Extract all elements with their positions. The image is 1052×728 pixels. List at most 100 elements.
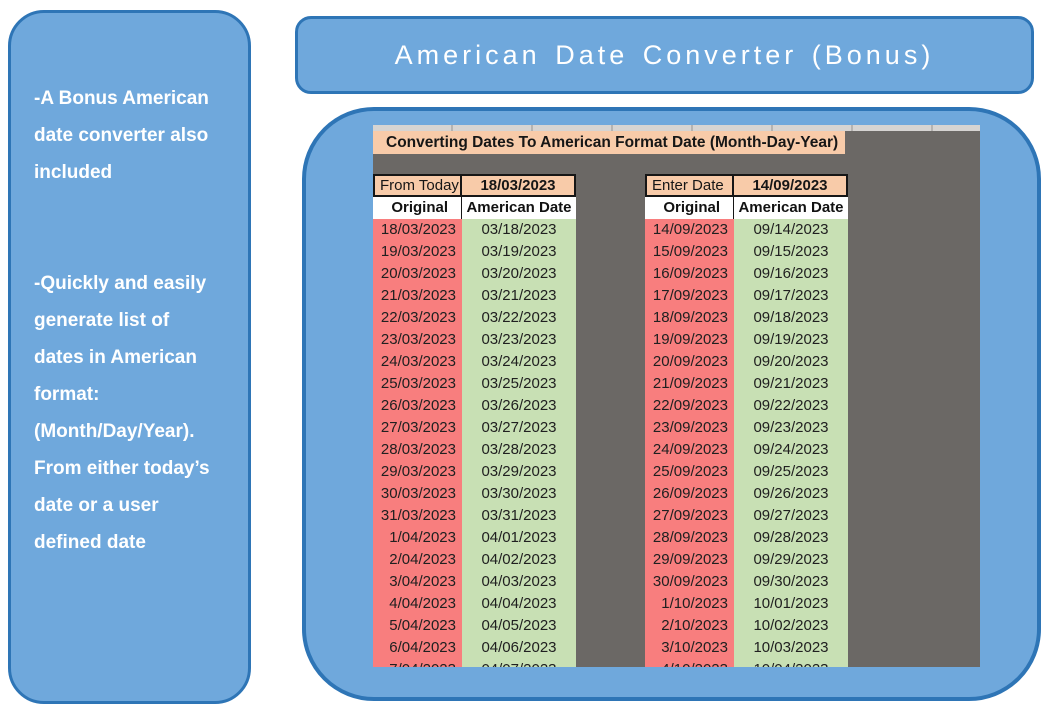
table-row: 14/09/2023 09/14/2023 — [645, 219, 848, 241]
table-row: 31/03/2023 03/31/2023 — [373, 505, 576, 527]
table-row: 25/03/2023 03/25/2023 — [373, 373, 576, 395]
original-date-cell: 2/04/2023 — [373, 549, 462, 571]
american-date-cell: 03/23/2023 — [462, 329, 576, 351]
original-date-cell: 25/03/2023 — [373, 373, 462, 395]
original-date-cell: 18/09/2023 — [645, 307, 734, 329]
original-date-cell: 31/03/2023 — [373, 505, 462, 527]
table-row: 18/03/2023 03/18/2023 — [373, 219, 576, 241]
original-date-cell: 17/09/2023 — [645, 285, 734, 307]
table-row: 3/04/2023 04/03/2023 — [373, 571, 576, 593]
table-row: 19/09/2023 09/19/2023 — [645, 329, 848, 351]
american-date-cell: 03/29/2023 — [462, 461, 576, 483]
original-date-cell: 21/03/2023 — [373, 285, 462, 307]
original-date-cell: 24/09/2023 — [645, 439, 734, 461]
american-date-cell: 09/23/2023 — [734, 417, 848, 439]
enter-date-label: Enter Date — [647, 176, 734, 195]
table-row: 24/03/2023 03/24/2023 — [373, 351, 576, 373]
original-date-cell: 27/09/2023 — [645, 505, 734, 527]
original-date-cell: 7/04/2023 — [373, 659, 462, 667]
original-date-cell: 1/10/2023 — [645, 593, 734, 615]
enter-date-date-value[interactable]: 14/09/2023 — [752, 177, 828, 194]
american-date-cell: 03/21/2023 — [462, 285, 576, 307]
table-row: 26/09/2023 09/26/2023 — [645, 483, 848, 505]
american-date-cell: 10/02/2023 — [734, 615, 848, 637]
original-date-cell: 4/04/2023 — [373, 593, 462, 615]
spreadsheet-screenshot: Converting Dates To American Format Date… — [373, 125, 980, 667]
column-header-strip — [373, 125, 980, 131]
american-date-cell: 09/30/2023 — [734, 571, 848, 593]
original-date-cell: 5/04/2023 — [373, 615, 462, 637]
table-row: 24/09/2023 09/24/2023 — [645, 439, 848, 461]
american-date-cell: 09/19/2023 — [734, 329, 848, 351]
enter-date-column-headers: Original American Date — [645, 197, 848, 219]
table-row: 21/09/2023 09/21/2023 — [645, 373, 848, 395]
table-row: 20/03/2023 03/20/2023 — [373, 263, 576, 285]
table-row: 27/09/2023 09/27/2023 — [645, 505, 848, 527]
american-date-cell: 03/20/2023 — [462, 263, 576, 285]
original-date-cell: 2/10/2023 — [645, 615, 734, 637]
american-date-cell: 04/01/2023 — [462, 527, 576, 549]
american-date-cell: 09/16/2023 — [734, 263, 848, 285]
american-date-cell: 09/26/2023 — [734, 483, 848, 505]
original-date-cell: 18/03/2023 — [373, 219, 462, 241]
american-date-cell: 09/14/2023 — [734, 219, 848, 241]
american-date-cell: 09/22/2023 — [734, 395, 848, 417]
original-date-cell: 28/03/2023 — [373, 439, 462, 461]
american-date-cell: 04/03/2023 — [462, 571, 576, 593]
from-today-rows: 18/03/2023 03/18/2023 19/03/2023 03/19/2023… — [373, 219, 576, 667]
original-date-cell: 28/09/2023 — [645, 527, 734, 549]
american-date-cell: 03/27/2023 — [462, 417, 576, 439]
american-date-cell: 09/20/2023 — [734, 351, 848, 373]
table-row: 25/09/2023 09/25/2023 — [645, 461, 848, 483]
table-row: 23/09/2023 09/23/2023 — [645, 417, 848, 439]
original-date-cell: 1/04/2023 — [373, 527, 462, 549]
american-date-cell: 03/28/2023 — [462, 439, 576, 461]
table-row: 2/10/2023 10/02/2023 — [645, 615, 848, 637]
american-date-cell: 09/27/2023 — [734, 505, 848, 527]
title-banner: American Date Converter (Bonus) — [295, 16, 1034, 94]
note-generate-dates: -Quickly and easily generate list of dat… — [34, 273, 210, 553]
table-row: 22/09/2023 09/22/2023 — [645, 395, 848, 417]
table-row: 29/09/2023 09/29/2023 — [645, 549, 848, 571]
original-date-cell: 23/03/2023 — [373, 329, 462, 351]
american-date-cell: 03/31/2023 — [462, 505, 576, 527]
american-date-cell: 09/15/2023 — [734, 241, 848, 263]
original-date-cell: 21/09/2023 — [645, 373, 734, 395]
table-row: 29/03/2023 03/29/2023 — [373, 461, 576, 483]
american-date-column-header: American Date — [466, 199, 572, 216]
from-today-label: From Today — [375, 176, 462, 195]
table-row: 28/03/2023 03/28/2023 — [373, 439, 576, 461]
american-date-cell: 03/22/2023 — [462, 307, 576, 329]
american-date-cell: 03/19/2023 — [462, 241, 576, 263]
original-column-header: Original — [373, 197, 462, 219]
american-date-cell: 09/24/2023 — [734, 439, 848, 461]
american-date-cell: 03/26/2023 — [462, 395, 576, 417]
table-row: 1/10/2023 10/01/2023 — [645, 593, 848, 615]
american-date-cell: 10/04/2023 — [734, 659, 848, 667]
table-row: 27/03/2023 03/27/2023 — [373, 417, 576, 439]
american-date-cell: 04/07/2023 — [462, 659, 576, 667]
original-date-cell: 3/10/2023 — [645, 637, 734, 659]
original-date-cell: 6/04/2023 — [373, 637, 462, 659]
from-today-column-headers: Original American Date — [373, 197, 576, 219]
screenshot-panel: Converting Dates To American Format Date… — [302, 107, 1041, 701]
table-row: 6/04/2023 04/06/2023 — [373, 637, 576, 659]
original-date-cell: 30/09/2023 — [645, 571, 734, 593]
american-date-cell: 04/04/2023 — [462, 593, 576, 615]
american-date-cell: 03/30/2023 — [462, 483, 576, 505]
table-from-today: From Today 18/03/2023 Original American … — [373, 174, 576, 667]
table-row: 18/09/2023 09/18/2023 — [645, 307, 848, 329]
original-date-cell: 3/04/2023 — [373, 571, 462, 593]
table-row: 16/09/2023 09/16/2023 — [645, 263, 848, 285]
table-row: 20/09/2023 09/20/2023 — [645, 351, 848, 373]
original-date-cell: 19/03/2023 — [373, 241, 462, 263]
original-date-cell: 30/03/2023 — [373, 483, 462, 505]
american-date-cell: 09/18/2023 — [734, 307, 848, 329]
from-today-date-value[interactable]: 18/03/2023 — [480, 177, 556, 194]
table-row: 3/10/2023 10/03/2023 — [645, 637, 848, 659]
original-date-cell: 15/09/2023 — [645, 241, 734, 263]
american-date-cell: 09/17/2023 — [734, 285, 848, 307]
